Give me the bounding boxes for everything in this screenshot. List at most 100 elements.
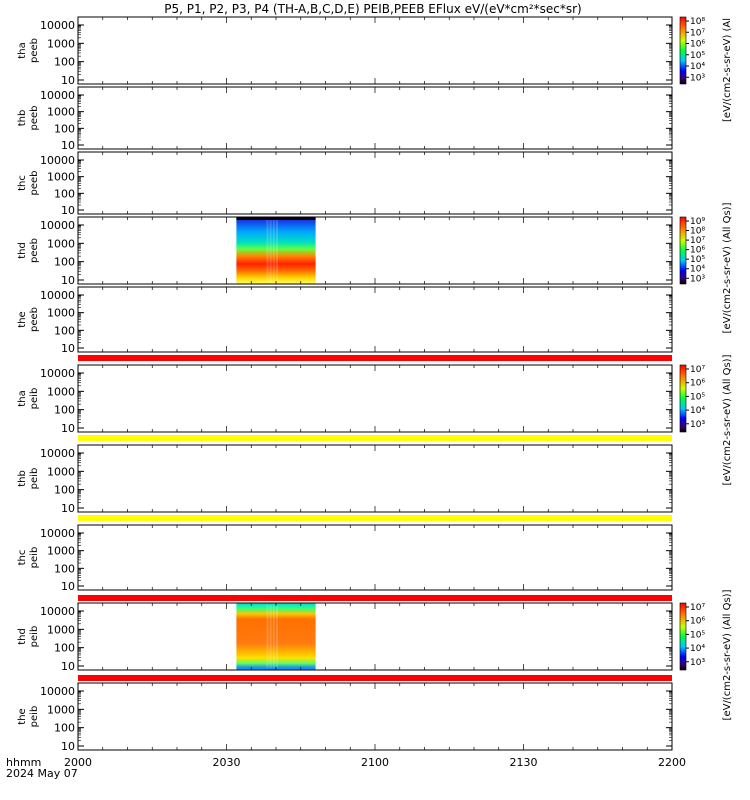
y-tick-label: 100 [54, 56, 75, 69]
panel-instrument-label: peeb [29, 238, 40, 263]
panel-instrument-label: peib [29, 547, 40, 569]
colorbar-tick-label: 10³ [690, 658, 705, 668]
panel-instrument-label: peib [29, 626, 40, 648]
colorbar-scale [679, 364, 687, 433]
colorbar-tick-label: 10⁹ [690, 217, 705, 227]
panel-instrument-label: peib [29, 388, 40, 410]
colorbar-tick-label: 10⁶ [690, 379, 705, 389]
panel-frame [77, 216, 673, 285]
panel-thb-peeb: 10 100 1000 10000 thb peeb [17, 86, 673, 152]
y-tick-label: 100 [54, 404, 75, 417]
colorbar-scale [679, 216, 687, 285]
panel-probe-label: thc [17, 175, 28, 191]
panel-instrument-label: peeb [29, 171, 40, 196]
colorbar-tick-label: 10⁷ [690, 28, 705, 38]
colorbar-tick-label: 10⁵ [690, 392, 705, 402]
colorbar-label: [eV/(cm2-s-sr-eV) (All Qs)] [722, 589, 733, 720]
x-axis: hhmm 2024 May 07 2000 2030 2100 2130 2200 [6, 756, 686, 780]
y-tick-label: 1000 [47, 703, 75, 716]
y-tick-label: 10000 [40, 219, 75, 232]
x-tick-label: 2100 [361, 756, 389, 769]
y-tick-label: 100 [54, 484, 75, 497]
y-tick-label: 1000 [47, 37, 75, 50]
y-tick-label: 10000 [40, 89, 75, 102]
panel-frame [77, 364, 673, 433]
y-tick-label: 10 [61, 660, 75, 673]
colorbar-tick-label: 10⁴ [690, 62, 705, 72]
panel-instrument-label: peib [29, 706, 40, 728]
x-tick-label: 2130 [510, 756, 538, 769]
x-tick-label: 2200 [658, 756, 686, 769]
y-tick-label: 1000 [47, 623, 75, 636]
colorbar-tick-label: 10⁶ [690, 617, 705, 627]
spectrogram-stripe [276, 605, 278, 668]
panel-probe-label: tha [17, 390, 28, 406]
y-tick-label: 10 [61, 502, 75, 515]
y-tick-label: 1000 [47, 385, 75, 398]
colorbar-scale [679, 602, 687, 671]
panel-frame [77, 16, 673, 85]
quality-flag-bar [78, 595, 672, 601]
colorbar-tick-label: 10⁵ [690, 255, 705, 265]
panel-frame [77, 444, 673, 513]
panel-probe-label: thb [17, 470, 28, 487]
y-tick-label: 1000 [47, 307, 75, 320]
panel-instrument-label: peeb [29, 106, 40, 131]
y-tick-label: 10000 [40, 527, 75, 540]
panel-frame [77, 151, 673, 215]
quality-flag-bar [78, 675, 672, 681]
x-tick-label: 2030 [213, 756, 241, 769]
panel-thd-peeb: 10 100 1000 10000 thd peeb [17, 216, 673, 287]
y-tick-label: 10000 [40, 447, 75, 460]
quality-flag-bar [78, 355, 672, 361]
y-tick-label: 1000 [47, 237, 75, 250]
spectrogram-stripe [269, 605, 272, 668]
colorbar-tick-label: 10⁴ [690, 644, 705, 654]
panel-frame [77, 524, 673, 591]
y-tick-label: 10000 [40, 289, 75, 302]
y-tick-label: 10000 [40, 19, 75, 32]
panel-instrument-label: peeb [29, 38, 40, 63]
y-tick-label: 10000 [40, 367, 75, 380]
colorbar-3: 10⁷ 10⁶ 10⁵ 10⁴ 10³ [eV/(cm2-s-sr-eV) (All Qs… [679, 354, 733, 485]
spectrogram-stripe [266, 219, 269, 282]
y-tick-label: 100 [54, 256, 75, 269]
x-axis-label-date: 2024 May 07 [6, 767, 78, 780]
colorbar-tick-label: 10⁸ [690, 17, 705, 27]
panel-probe-label: thc [17, 550, 28, 566]
y-tick-label: 10 [61, 422, 75, 435]
colorbar-tick-label: 10⁷ [690, 365, 705, 375]
panel-the-peeb: 10 100 1000 10000 the peeb [17, 286, 673, 355]
panel-frame [77, 602, 673, 671]
colorbar-tick-label: 10⁸ [690, 227, 705, 237]
y-tick-label: 1000 [47, 545, 75, 558]
y-tick-label: 100 [54, 324, 75, 337]
panel-instrument-label: peib [29, 468, 40, 490]
y-tick-label: 100 [54, 722, 75, 735]
panel-frame [77, 286, 673, 353]
spectrogram-block-thd-peib [236, 603, 316, 670]
y-tick-label: 100 [54, 187, 75, 200]
y-tick-label: 10 [61, 204, 75, 217]
colorbar-tick-label: 10³ [690, 73, 705, 83]
panel-probe-label: thd [17, 628, 28, 645]
panel-thb-peib: 10 100 1000 10000 thb peib [17, 444, 673, 515]
colorbar-scale [679, 16, 687, 85]
y-tick-label: 10000 [40, 685, 75, 698]
quality-flag-bar [78, 515, 672, 521]
y-tick-label: 10 [61, 740, 75, 753]
panel-probe-label: tha [17, 42, 28, 58]
panel-tha-peib: 10 100 1000 10000 tha peib [17, 364, 673, 435]
colorbar-tick-label: 10³ [690, 420, 705, 430]
colorbar-tick-label: 10⁵ [690, 630, 705, 640]
colorbar-label: [eV/(cm2-s-sr-eV) (All Qs)] [722, 354, 733, 485]
y-tick-label: 10 [61, 139, 75, 152]
y-tick-label: 1000 [47, 106, 75, 119]
colorbar-tick-label: 10⁷ [690, 236, 705, 246]
y-tick-label: 10000 [40, 605, 75, 618]
panel-frame [77, 682, 673, 751]
colorbar-tick-label: 10⁶ [690, 246, 705, 256]
